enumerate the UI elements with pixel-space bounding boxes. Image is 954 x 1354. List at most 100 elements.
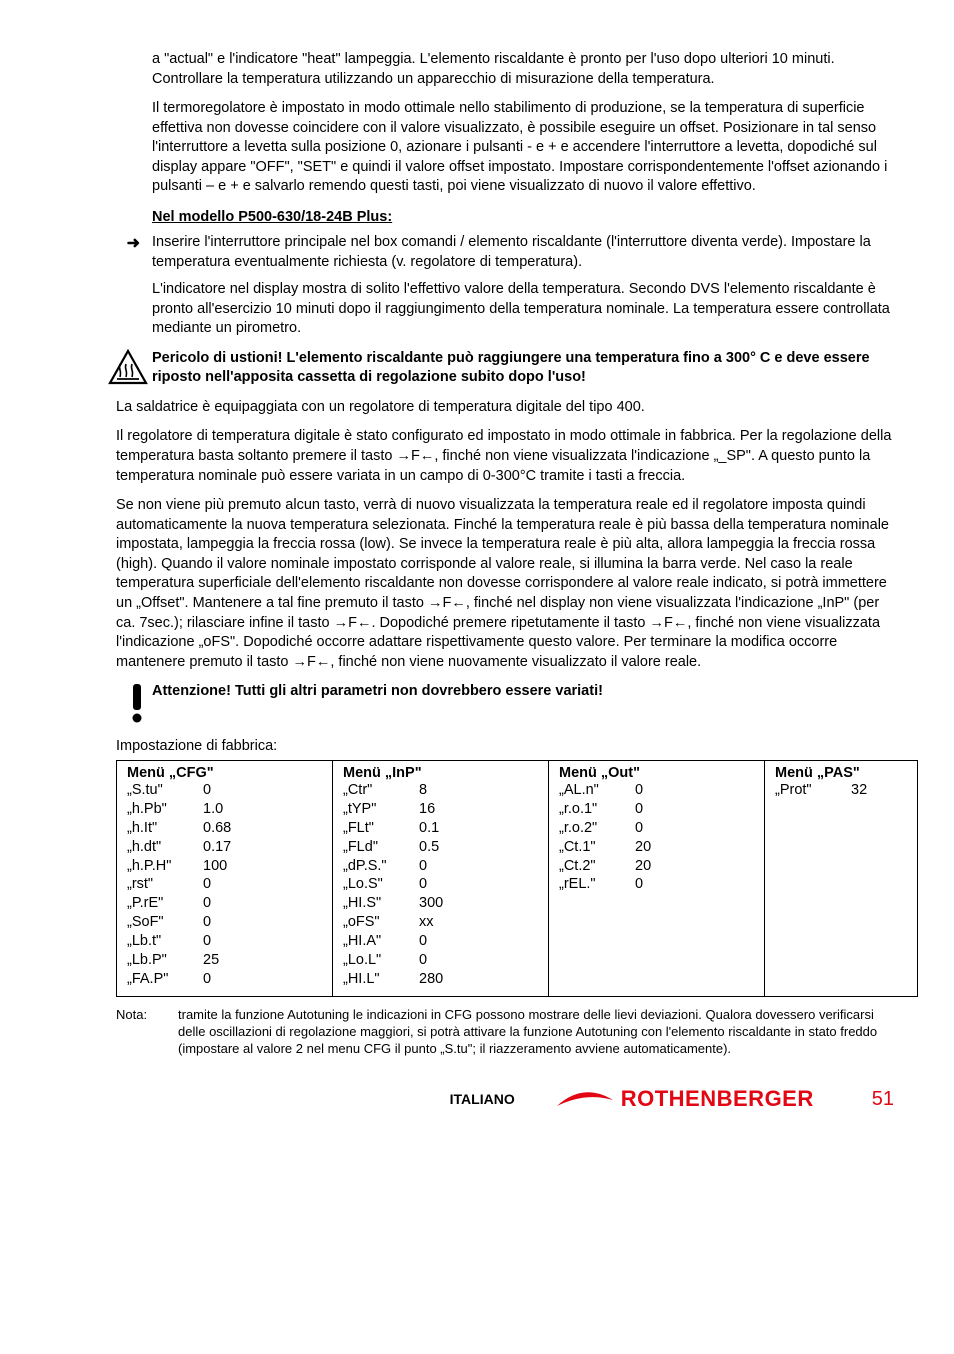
page-number: 51 — [872, 1088, 894, 1111]
menu-key: „h.dt" — [127, 838, 203, 857]
menu-key: „S.tu" — [127, 781, 203, 800]
menu-value: 280 — [419, 970, 443, 989]
menu-row: „Lo.L"0 — [343, 951, 538, 970]
menu-value: 32 — [851, 781, 867, 800]
attention-text: Attenzione! Tutti gli altri parametri no… — [152, 682, 894, 724]
menu-value: 1.0 — [203, 800, 223, 819]
footer-language: ITALIANO — [450, 1091, 515, 1107]
menu-value: 0 — [203, 932, 211, 951]
warning-block: Pericolo di ustioni! L'elemento riscalda… — [60, 349, 894, 388]
menu-column-cfg: Menü „CFG" „S.tu"0„h.Pb"1.0„h.It"0.68„h.… — [117, 761, 333, 996]
hot-surface-warning-icon — [60, 349, 152, 388]
menu-title: Menü „PAS" — [775, 765, 907, 781]
menu-row: „r.o.2"0 — [559, 819, 754, 838]
menu-key: „Lb.P" — [127, 951, 203, 970]
menu-key: „FA.P" — [127, 970, 203, 989]
menu-title: Menü „CFG" — [127, 765, 322, 781]
paragraph: Il regolatore di temperatura digitale è … — [60, 427, 894, 486]
menu-row: „S.tu"0 — [127, 781, 322, 800]
menu-value: 8 — [419, 781, 427, 800]
paragraph: a "actual" e l'indicatore "heat" lampegg… — [60, 50, 894, 89]
note-text: tramite la funzione Autotuning le indica… — [178, 1007, 894, 1058]
menu-row: „Lo.S"0 — [343, 875, 538, 894]
menu-value: 20 — [635, 838, 651, 857]
menu-key: „dP.S." — [343, 857, 419, 876]
menu-value: 0.1 — [419, 819, 439, 838]
menu-key: „HI.A" — [343, 932, 419, 951]
menu-row: „rEL."0 — [559, 875, 754, 894]
menu-key: „Ct.1" — [559, 838, 635, 857]
settings-table: Menü „CFG" „S.tu"0„h.Pb"1.0„h.It"0.68„h.… — [116, 760, 918, 997]
menu-value: 0 — [635, 781, 643, 800]
menu-title: Menü „InP" — [343, 765, 538, 781]
menu-rows: „S.tu"0„h.Pb"1.0„h.It"0.68„h.dt"0.17„h.P… — [127, 781, 322, 988]
menu-row: „r.o.1"0 — [559, 800, 754, 819]
menu-value: 0 — [203, 913, 211, 932]
menu-row: „HI.S"300 — [343, 894, 538, 913]
menu-row: „HI.L"280 — [343, 970, 538, 989]
menu-value: 16 — [419, 800, 435, 819]
menu-value: xx — [419, 913, 434, 932]
menu-key: „SoF" — [127, 913, 203, 932]
menu-value: 0 — [419, 857, 427, 876]
menu-row: „rst"0 — [127, 875, 322, 894]
menu-value: 0 — [635, 819, 643, 838]
menu-row: „P.rE"0 — [127, 894, 322, 913]
menu-value: 0 — [419, 951, 427, 970]
exclamation-icon — [60, 682, 152, 724]
menu-row: „Ct.1"20 — [559, 838, 754, 857]
menu-row: „AL.n"0 — [559, 781, 754, 800]
menu-key: „h.P.H" — [127, 857, 203, 876]
menu-key: „h.It" — [127, 819, 203, 838]
paragraph: Il termoregolatore è impostato in modo o… — [60, 99, 894, 197]
table-intro: Impostazione di fabbrica: — [60, 738, 894, 754]
section-heading: Nel modello P500-630/18-24B Plus: — [60, 209, 894, 225]
menu-column-out: Menü „Out" „AL.n"0„r.o.1"0„r.o.2"0„Ct.1"… — [549, 761, 765, 996]
menu-row: „Ct.2"20 — [559, 857, 754, 876]
menu-key: „Prot" — [775, 781, 851, 800]
menu-row: „FLt"0.1 — [343, 819, 538, 838]
menu-row: „Lb.P"25 — [127, 951, 322, 970]
warning-text: Pericolo di ustioni! L'elemento riscalda… — [152, 349, 894, 388]
menu-row: „h.dt"0.17 — [127, 838, 322, 857]
brand-logo: ROTHENBERGER — [555, 1086, 814, 1112]
menu-value: 0.17 — [203, 838, 231, 857]
menu-row: „dP.S."0 — [343, 857, 538, 876]
menu-key: „HI.L" — [343, 970, 419, 989]
attention-block: Attenzione! Tutti gli altri parametri no… — [60, 682, 894, 724]
menu-row: „Prot"32 — [775, 781, 907, 800]
menu-value: 0 — [203, 970, 211, 989]
menu-key: „HI.S" — [343, 894, 419, 913]
menu-key: „Lo.S" — [343, 875, 419, 894]
menu-key: „r.o.2" — [559, 819, 635, 838]
menu-row: „HI.A"0 — [343, 932, 538, 951]
menu-title: Menü „Out" — [559, 765, 754, 781]
menu-value: 0 — [203, 875, 211, 894]
menu-rows: „Ctr"8„tYP"16„FLt"0.1„FLd"0.5„dP.S."0„Lo… — [343, 781, 538, 988]
menu-value: 0.68 — [203, 819, 231, 838]
menu-key: „FLt" — [343, 819, 419, 838]
menu-key: „rEL." — [559, 875, 635, 894]
menu-value: 25 — [203, 951, 219, 970]
note-block: Nota: tramite la funzione Autotuning le … — [60, 1007, 894, 1058]
menu-value: 0 — [635, 800, 643, 819]
arrow-icon: ➜ — [60, 233, 152, 339]
menu-row: „oFS"xx — [343, 913, 538, 932]
paragraph: La saldatrice è equipaggiata con un rego… — [60, 398, 894, 418]
menu-row: „FLd"0.5 — [343, 838, 538, 857]
menu-row: „h.It"0.68 — [127, 819, 322, 838]
menu-key: „oFS" — [343, 913, 419, 932]
bullet-text: L'indicatore nel display mostra di solit… — [152, 280, 894, 339]
menu-value: 100 — [203, 857, 227, 876]
menu-row: „SoF"0 — [127, 913, 322, 932]
menu-row: „Lb.t"0 — [127, 932, 322, 951]
menu-key: „AL.n" — [559, 781, 635, 800]
note-label: Nota: — [116, 1007, 178, 1058]
menu-row: „h.P.H"100 — [127, 857, 322, 876]
menu-value: 0 — [635, 875, 643, 894]
menu-column-inp: Menü „InP" „Ctr"8„tYP"16„FLt"0.1„FLd"0.5… — [333, 761, 549, 996]
menu-row: „tYP"16 — [343, 800, 538, 819]
menu-key: „Lo.L" — [343, 951, 419, 970]
menu-key: „r.o.1" — [559, 800, 635, 819]
brand-name: ROTHENBERGER — [621, 1086, 814, 1112]
